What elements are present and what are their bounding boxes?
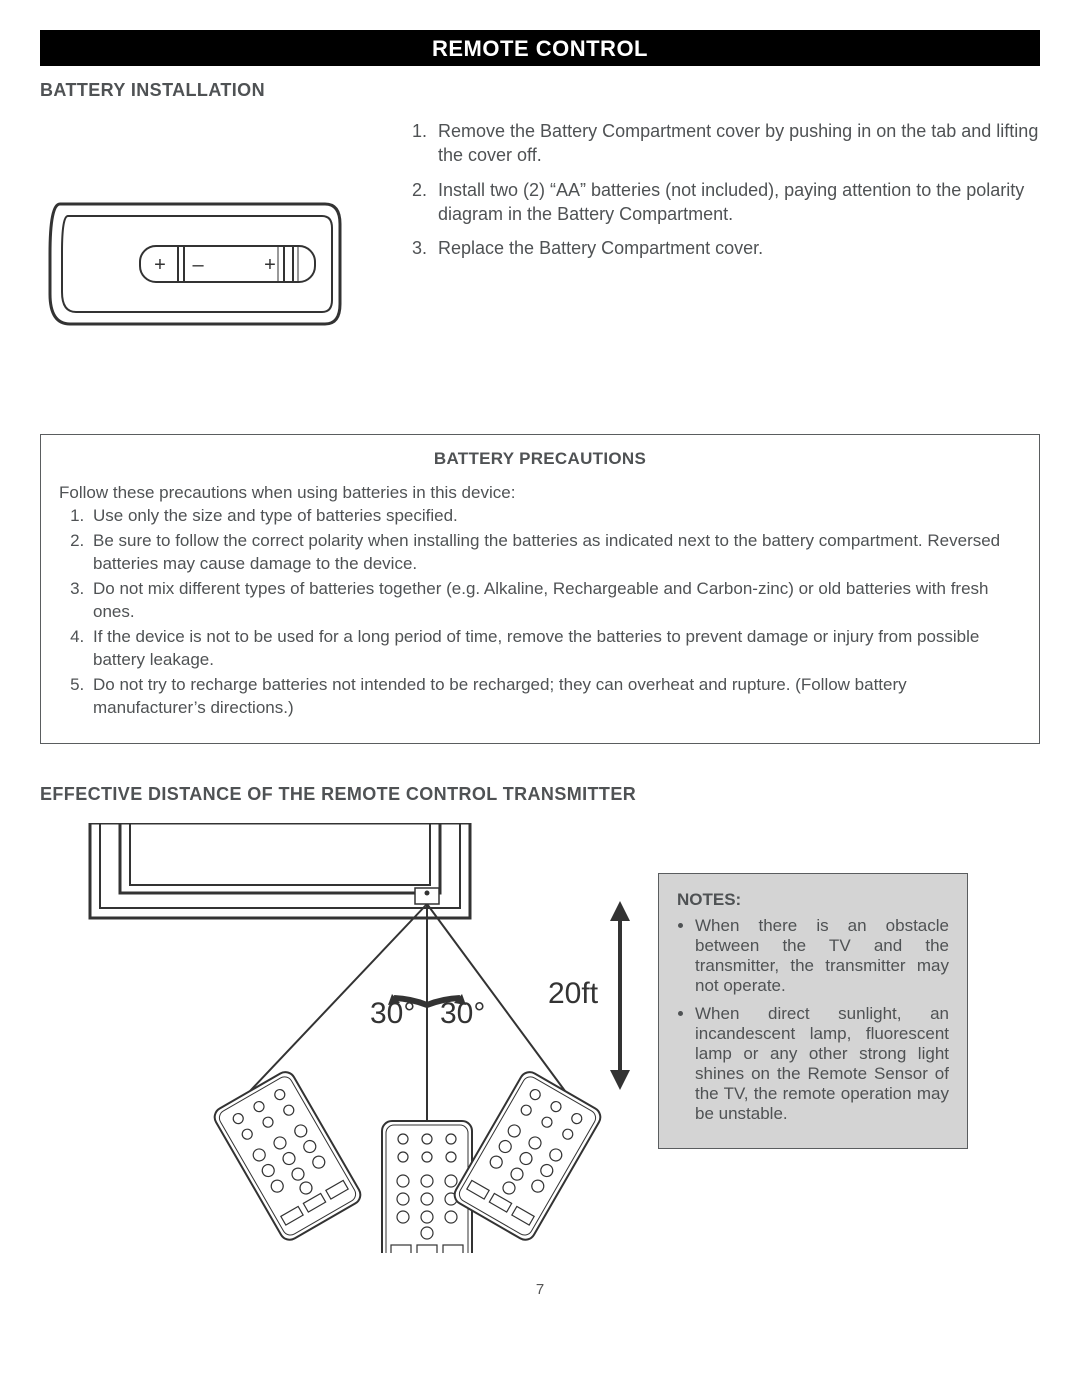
precautions-intro: Follow these precautions when using batt… <box>59 483 1021 503</box>
polarity-minus: – <box>192 254 204 276</box>
install-step: Remove the Battery Compartment cover by … <box>432 119 1040 168</box>
distance-heading: EFFECTIVE DISTANCE OF THE REMOTE CONTROL… <box>40 784 1040 805</box>
precaution-item: If the device is not to be used for a lo… <box>89 626 1021 672</box>
precaution-item: Use only the size and type of batteries … <box>89 505 1021 528</box>
distance-diagram: 30° 30° 20ft <box>40 823 640 1253</box>
distance-row: 30° 30° 20ft <box>40 823 1040 1253</box>
precaution-item: Be sure to follow the correct polarity w… <box>89 530 1021 576</box>
note-item: When there is an obstacle between the TV… <box>695 916 949 996</box>
install-step: Replace the Battery Compartment cover. <box>432 236 1040 260</box>
polarity-plus-1: + <box>154 254 166 276</box>
battery-compartment-diagram: + – + <box>40 119 350 364</box>
notes-box: NOTES: When there is an obstacle between… <box>658 873 968 1149</box>
precautions-title: BATTERY PRECAUTIONS <box>59 449 1021 469</box>
page-number: 7 <box>40 1281 1040 1298</box>
polarity-plus-2: + <box>264 254 276 276</box>
note-item: When direct sunlight, an incandescent la… <box>695 1004 949 1124</box>
remote-icon-right <box>451 1069 604 1244</box>
install-step: Install two (2) “AA” batteries (not incl… <box>432 178 1040 227</box>
page-title-bar: REMOTE CONTROL <box>40 30 1040 66</box>
remote-icon-left <box>211 1069 364 1244</box>
precaution-item: Do not mix different types of batteries … <box>89 578 1021 624</box>
precaution-item: Do not try to recharge batteries not int… <box>89 674 1021 720</box>
range-label: 20ft <box>548 977 599 1010</box>
battery-precautions-box: BATTERY PRECAUTIONS Follow these precaut… <box>40 434 1040 744</box>
install-steps: Remove the Battery Compartment cover by … <box>400 119 1040 364</box>
notes-label: NOTES: <box>677 890 949 910</box>
battery-installation-heading: BATTERY INSTALLATION <box>40 80 1040 101</box>
angle-right-label: 30° <box>440 997 485 1030</box>
angle-left-label: 30° <box>370 997 415 1030</box>
install-row: + – + Remove the Battery Compartment cov… <box>40 119 1040 364</box>
